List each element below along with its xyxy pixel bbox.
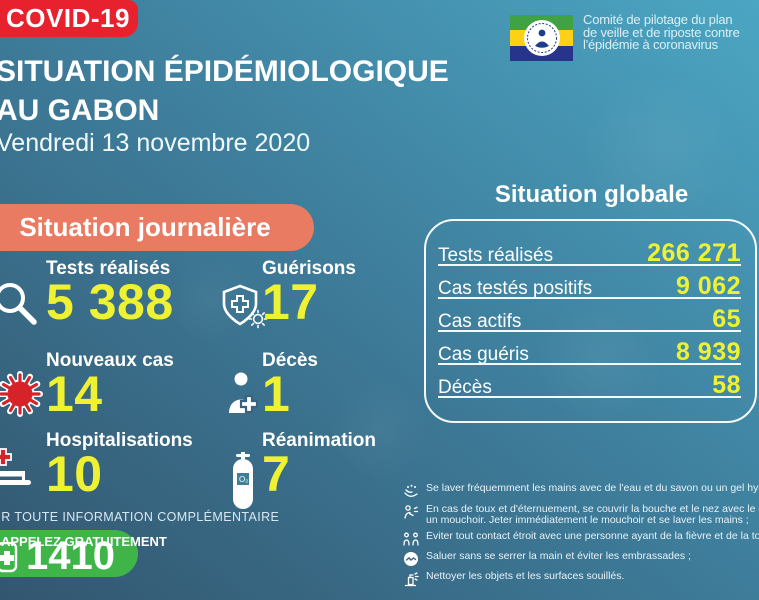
stat-guerisons: Guérisons 17 — [262, 258, 482, 330]
hospital-bed-icon — [0, 448, 31, 485]
stat-label: Guérisons — [262, 258, 356, 279]
hotline-call-label: APPELEZ GRATUITEMENT — [1, 534, 167, 549]
row-value: 266 271 — [647, 239, 741, 267]
oxygen-tank-icon: O₂ — [233, 452, 253, 509]
shield-cross-icon — [222, 284, 268, 329]
committee-caption: Comité de pilotage du plan de veille et … — [583, 14, 759, 52]
row-label: Décès — [438, 377, 492, 398]
guideline-item: Se laver fréquemment les mains avec de l… — [403, 483, 759, 499]
row-value: 65 — [712, 305, 741, 333]
no-handshake-icon — [404, 552, 418, 566]
hotline-info-text: POUR TOUTE INFORMATION COMPLÉMENTAIRE — [0, 510, 280, 524]
stat-tests-realises: Tests réalisés 5 388 — [46, 258, 266, 330]
hotline-badge: APPELEZ GRATUITEMENT 1410 — [0, 530, 167, 578]
row-label: Cas testés positifs — [438, 278, 593, 299]
daily-section-header: Situation journalière — [0, 204, 314, 251]
svg-text:O₂: O₂ — [239, 475, 248, 484]
person-cross-icon — [229, 372, 259, 414]
stat-value: 17 — [262, 274, 319, 330]
stat-label: Tests réalisés — [46, 258, 171, 279]
table-row: Cas actifs 65 — [438, 299, 741, 333]
stat-reanimation: Réanimation 7 — [262, 430, 482, 502]
stat-label: Décès — [262, 350, 318, 371]
stat-value: 10 — [46, 446, 103, 502]
stat-value: 5 388 — [46, 274, 174, 330]
avoid-contact-icon — [403, 532, 419, 546]
gabon-flag-logo — [510, 15, 573, 61]
stat-label: Nouveaux cas — [46, 350, 174, 371]
guideline-item: En cas de toux et d'éternuement, se couv… — [403, 504, 759, 527]
guideline-item: Éviter tout contact étroit avec une pers… — [403, 531, 759, 547]
wash-hands-icon — [404, 484, 418, 497]
guideline-text: Nettoyer les objets et les surfaces soui… — [426, 571, 625, 582]
daily-section-title: Situation journalière — [19, 212, 271, 242]
row-value: 8 939 — [675, 338, 741, 366]
magnifier-icon — [0, 283, 37, 325]
cough-elbow-icon — [404, 505, 419, 519]
title-line-2: AU GABON — [0, 94, 160, 127]
title-line-1: SITUATION ÉPIDÉMIOLOGIQUE — [0, 55, 449, 88]
covid19-badge-label: COVID-19 — [6, 3, 130, 33]
guideline-text: Éviter tout contact étroit avec une pers… — [426, 531, 759, 542]
row-value: 9 062 — [675, 272, 741, 300]
guideline-item: Saluer sans se serrer la main et éviter … — [403, 551, 759, 567]
phone-cross-icon — [0, 542, 18, 573]
stat-label: Hospitalisations — [46, 430, 193, 451]
stat-value: 1 — [262, 366, 291, 422]
committee-line: de veille et de riposte contre — [583, 24, 740, 40]
row-label: Cas guéris — [438, 344, 529, 365]
row-label: Tests réalisés — [438, 245, 554, 266]
republic-seal-icon — [524, 20, 560, 56]
guideline-text: Se laver fréquemment les mains avec de l… — [426, 483, 759, 494]
row-label: Cas actifs — [438, 311, 522, 332]
table-row: Décès 58 — [438, 365, 741, 399]
guideline-item: Nettoyer les objets et les surfaces soui… — [403, 571, 759, 587]
table-row: Cas guéris 8 939 — [438, 332, 741, 366]
stat-value: 7 — [262, 446, 291, 502]
stat-deces: Décès 1 — [262, 350, 482, 422]
covid19-badge: COVID-19 — [0, 0, 138, 37]
table-row: Cas testés positifs 9 062 — [438, 266, 741, 300]
hotline-number: 1410 — [26, 534, 115, 578]
virus-icon — [0, 371, 43, 417]
stat-nouveaux-cas: Nouveaux cas 14 — [46, 350, 266, 422]
global-section-title: Situation globale — [494, 181, 689, 208]
table-row: Tests réalisés 266 271 — [438, 233, 741, 267]
guideline-text: En cas de toux et d'éternuement, se couv… — [426, 504, 759, 527]
global-table: Tests réalisés 266 271 Cas testés positi… — [424, 219, 757, 423]
report-date: Vendredi 13 novembre 2020 — [0, 129, 311, 157]
page-title: SITUATION ÉPIDÉMIOLOGIQUE AU GABON — [0, 52, 449, 130]
committee-line: Comité de pilotage du plan — [583, 14, 733, 27]
guideline-text: Saluer sans se serrer la main et éviter … — [426, 551, 691, 562]
stat-hospitalisations: Hospitalisations 10 — [46, 430, 266, 502]
clean-surfaces-icon — [404, 572, 419, 587]
committee-line: l'épidémie à coronavirus — [583, 37, 718, 52]
row-value: 58 — [712, 371, 741, 399]
stat-value: 14 — [46, 366, 103, 422]
stat-label: Réanimation — [262, 430, 377, 451]
